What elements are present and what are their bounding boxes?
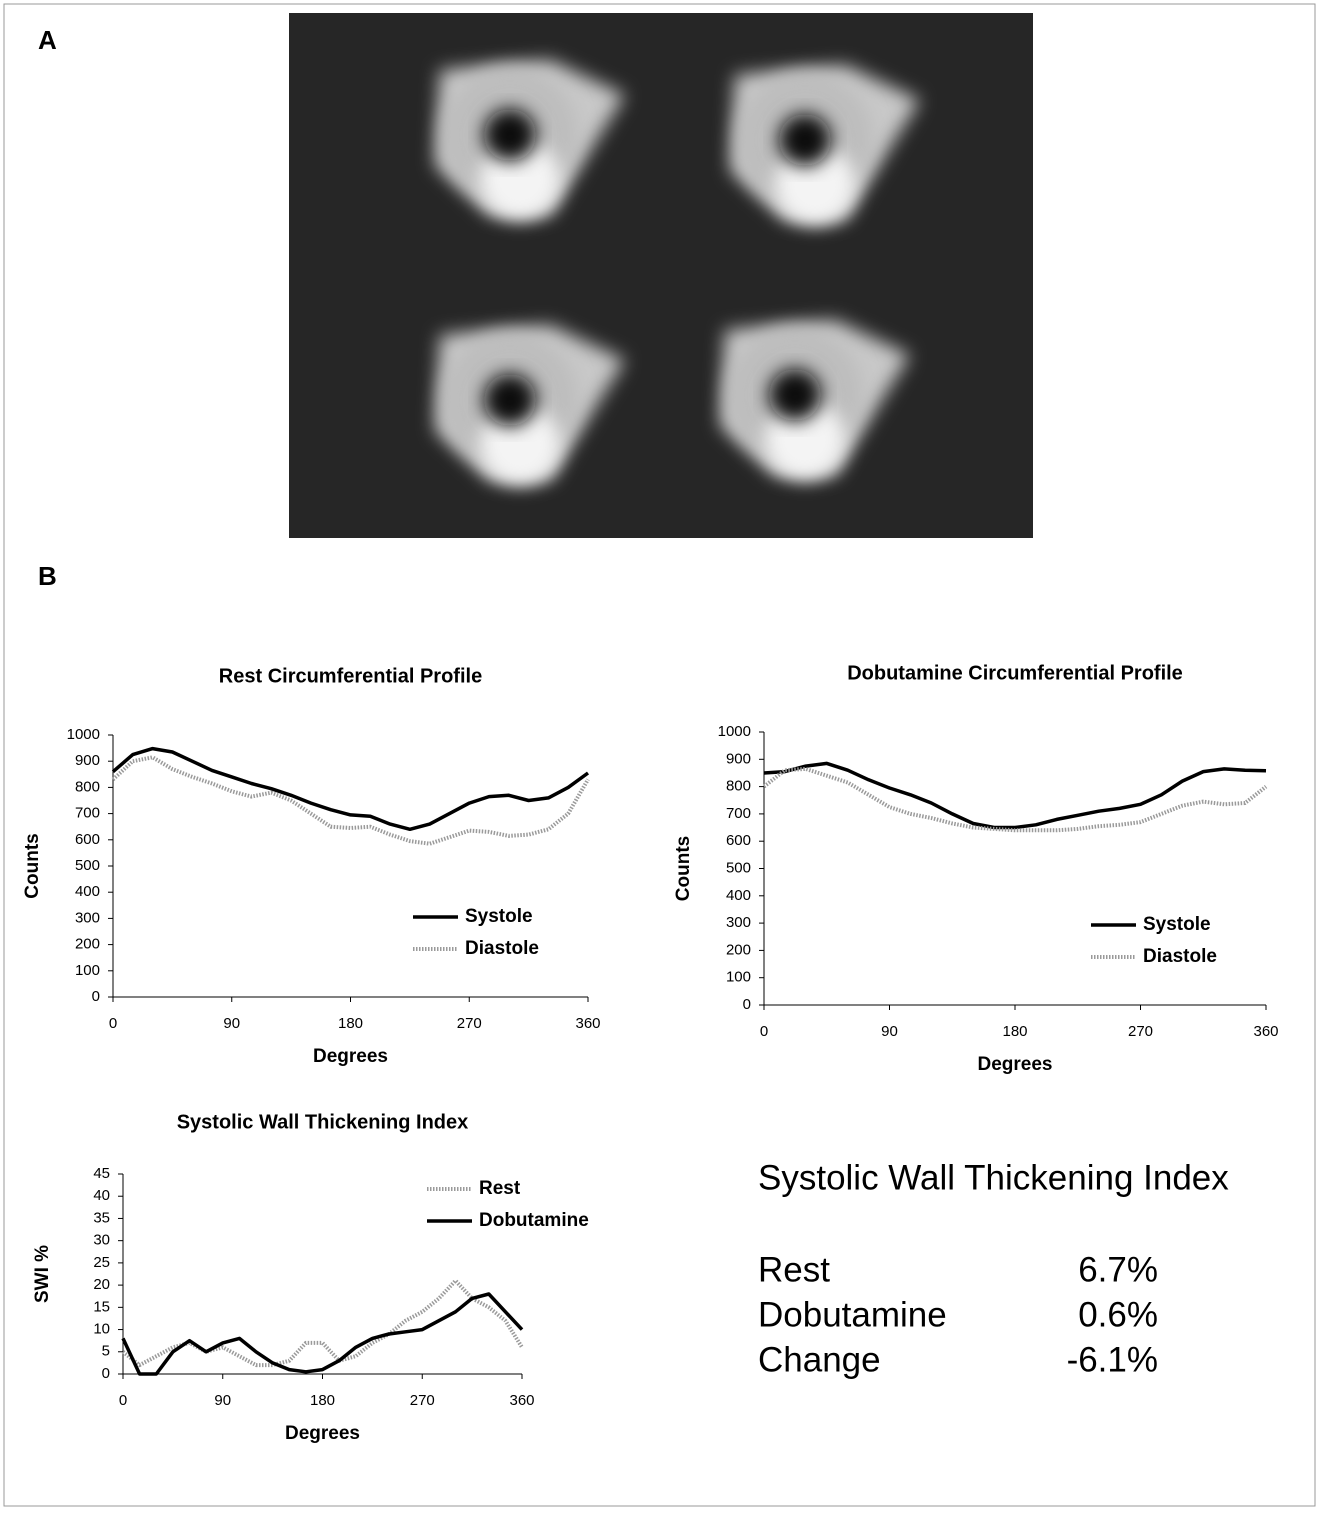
x-tick-label: 90	[214, 1392, 231, 1409]
data-line	[113, 749, 588, 830]
row-label: Dobutamine	[758, 1295, 947, 1334]
y-tick-label: 100	[726, 969, 751, 986]
x-tick-label: 90	[223, 1015, 240, 1032]
row-value: 0.6%	[1078, 1295, 1158, 1334]
y-tick-label: 200	[75, 936, 100, 953]
y-tick-label: 600	[75, 831, 100, 848]
y-tick-label: 500	[75, 857, 100, 874]
y-tick-label: 0	[92, 988, 100, 1005]
y-tick-label: 900	[726, 750, 751, 767]
y-tick-label: 800	[75, 778, 100, 795]
x-tick-label: 0	[109, 1015, 117, 1032]
x-tick-label: 360	[575, 1015, 600, 1032]
y-tick-label: 1000	[67, 726, 100, 743]
data-line	[123, 1281, 522, 1365]
y-tick-label: 600	[726, 832, 751, 849]
y-tick-label: 10	[93, 1321, 110, 1338]
chart-title: Dobutamine Circumferential Profile	[847, 662, 1183, 684]
x-tick-label: 270	[1128, 1023, 1153, 1040]
y-tick-label: 700	[75, 805, 100, 822]
x-axis-label: Degrees	[313, 1046, 388, 1067]
x-axis-label: Degrees	[285, 1423, 360, 1444]
y-tick-label: 5	[102, 1343, 110, 1360]
x-axis-label: Degrees	[978, 1054, 1053, 1075]
y-tick-label: 900	[75, 752, 100, 769]
legend-label: Diastole	[1143, 946, 1217, 967]
x-tick-label: 180	[338, 1015, 363, 1032]
spect-image	[289, 13, 1033, 538]
y-tick-label: 400	[726, 887, 751, 904]
panel-label: A	[38, 25, 57, 55]
y-tick-label: 100	[75, 962, 100, 979]
figure: A B Systolic Wall Thickening Index Rest …	[0, 0, 1319, 1510]
y-tick-label: 1000	[718, 723, 751, 740]
y-axis-label: Counts	[22, 833, 43, 898]
legend-label: Dobutamine	[479, 1210, 589, 1231]
y-axis-label: Counts	[673, 836, 694, 901]
y-tick-label: 700	[726, 805, 751, 822]
x-tick-label: 0	[119, 1392, 127, 1409]
y-tick-label: 300	[75, 909, 100, 926]
legend-label: Diastole	[465, 938, 539, 959]
row-label: Rest	[758, 1250, 830, 1289]
x-tick-label: 90	[881, 1023, 898, 1040]
y-axis-label: SWI %	[32, 1245, 53, 1303]
panel-label: B	[38, 561, 57, 591]
y-tick-label: 300	[726, 914, 751, 931]
y-tick-label: 800	[726, 778, 751, 795]
y-tick-label: 500	[726, 859, 751, 876]
x-tick-label: 360	[1253, 1023, 1278, 1040]
y-tick-label: 0	[102, 1365, 110, 1382]
data-line	[764, 763, 1266, 827]
x-tick-label: 180	[1002, 1023, 1027, 1040]
row-label: Change	[758, 1340, 881, 1379]
x-tick-label: 180	[310, 1392, 335, 1409]
y-tick-label: 30	[93, 1232, 110, 1249]
y-tick-label: 0	[743, 996, 751, 1013]
chart-title: Rest Circumferential Profile	[219, 665, 482, 687]
y-tick-label: 15	[93, 1298, 110, 1315]
y-tick-label: 25	[93, 1254, 110, 1271]
y-tick-label: 45	[93, 1165, 110, 1182]
table-title: Systolic Wall Thickening Index	[758, 1158, 1229, 1197]
y-tick-label: 400	[75, 883, 100, 900]
legend-label: Systole	[1143, 914, 1211, 935]
chart-title: Systolic Wall Thickening Index	[177, 1111, 469, 1133]
data-line	[123, 1294, 522, 1374]
y-tick-label: 200	[726, 941, 751, 958]
row-value: -6.1%	[1067, 1340, 1158, 1379]
x-tick-label: 270	[457, 1015, 482, 1032]
legend-label: Systole	[465, 906, 533, 927]
x-tick-label: 360	[509, 1392, 534, 1409]
y-tick-label: 40	[93, 1187, 110, 1204]
y-tick-label: 20	[93, 1276, 110, 1293]
legend-label: Rest	[479, 1178, 521, 1199]
row-value: 6.7%	[1078, 1250, 1158, 1289]
x-tick-label: 270	[410, 1392, 435, 1409]
x-tick-label: 0	[760, 1023, 768, 1040]
data-line	[113, 757, 588, 843]
y-tick-label: 35	[93, 1209, 110, 1226]
